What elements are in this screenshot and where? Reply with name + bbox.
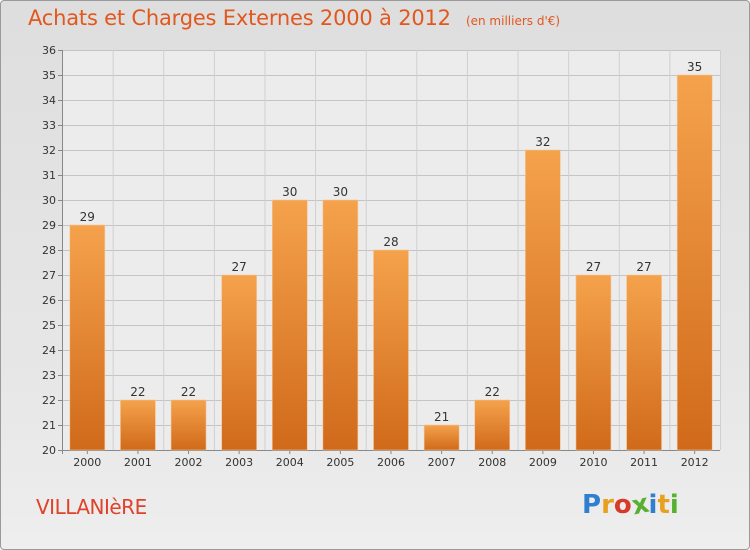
bar-2005: [322, 199, 359, 451]
chart-title: Achats et Charges Externes 2000 à 2012: [28, 6, 451, 30]
y-tick-label: 24: [42, 344, 56, 357]
chart-header: Achats et Charges Externes 2000 à 2012 (…: [28, 6, 560, 30]
y-tick-label: 31: [42, 169, 56, 182]
data-label: 27: [586, 260, 601, 274]
data-label: 30: [282, 185, 297, 199]
axes: 20 21 22 23 24 25 26 27 28 29 30 31 32 33 34 35 36 2000 20…: [42, 44, 720, 469]
data-label: 21: [434, 410, 449, 424]
x-tick-label: 2006: [377, 456, 405, 469]
x-tick-label: 2002: [175, 456, 203, 469]
x-tick-label: 2007: [428, 456, 456, 469]
bars: [69, 74, 713, 451]
y-tick-label: 27: [42, 269, 56, 282]
y-tick-label: 29: [42, 219, 56, 232]
bar-2012: [676, 74, 713, 451]
x-tick-label: 2000: [73, 456, 101, 469]
y-tick-label: 20: [42, 444, 56, 457]
bar-2004: [271, 199, 308, 451]
y-tick-label: 35: [42, 69, 56, 82]
x-tick-label: 2009: [529, 456, 557, 469]
bar-2007: [423, 424, 460, 451]
bar-2006: [373, 249, 409, 451]
y-tick-label: 28: [42, 244, 56, 257]
y-tick-label: 26: [42, 294, 56, 307]
x-tick-label: 2011: [630, 456, 658, 469]
data-label: 22: [130, 385, 145, 399]
logo-letter: i: [669, 490, 679, 520]
bar-2003: [221, 274, 257, 451]
y-tick-label: 34: [42, 94, 56, 107]
logo-letter: r: [601, 490, 614, 520]
y-tick-label: 33: [42, 119, 56, 132]
x-tick-label: 2005: [326, 456, 354, 469]
bar-2009: [525, 149, 561, 451]
bar-2011: [626, 274, 662, 451]
logo-letter: t: [657, 490, 670, 520]
y-tick-label: 36: [42, 44, 56, 57]
y-tick-label: 21: [42, 419, 56, 432]
y-tick-label: 22: [42, 394, 56, 407]
chart-unit: (en milliers d'€): [465, 14, 561, 28]
data-label: 30: [333, 185, 348, 199]
commune-name: VILLANIèRE: [36, 495, 147, 519]
y-tick-label: 30: [42, 194, 56, 207]
proxiti-logo: Proxiti: [582, 489, 679, 522]
bar-2008: [474, 399, 511, 451]
data-label: 22: [485, 385, 500, 399]
bar-2010: [575, 274, 612, 451]
data-label: 29: [80, 210, 95, 224]
x-tick-label: 2008: [478, 456, 506, 469]
bar-2000: [69, 224, 106, 451]
data-label: 22: [181, 385, 196, 399]
data-label: 32: [535, 135, 550, 149]
x-tick-label: 2003: [225, 456, 253, 469]
logo-letter: i: [648, 490, 658, 520]
bar-2002: [170, 399, 207, 451]
bar-2001: [120, 399, 156, 451]
data-label: 27: [232, 260, 247, 274]
y-tick-label: 25: [42, 319, 56, 332]
data-label: 27: [636, 260, 651, 274]
x-tick-label: 2012: [681, 456, 709, 469]
logo-letter: P: [582, 490, 602, 520]
data-labels: 29 22 22 27 30 30 28 21 22 32 27 27 35: [80, 60, 703, 424]
y-tick-label: 32: [42, 144, 56, 157]
x-tick-label: 2001: [124, 456, 152, 469]
y-tick-label: 23: [42, 369, 56, 382]
data-label: 35: [687, 60, 702, 74]
logo-letter: o: [613, 490, 632, 520]
data-label: 28: [383, 235, 398, 249]
x-tick-label: 2010: [579, 456, 607, 469]
x-tick-label: 2004: [276, 456, 304, 469]
